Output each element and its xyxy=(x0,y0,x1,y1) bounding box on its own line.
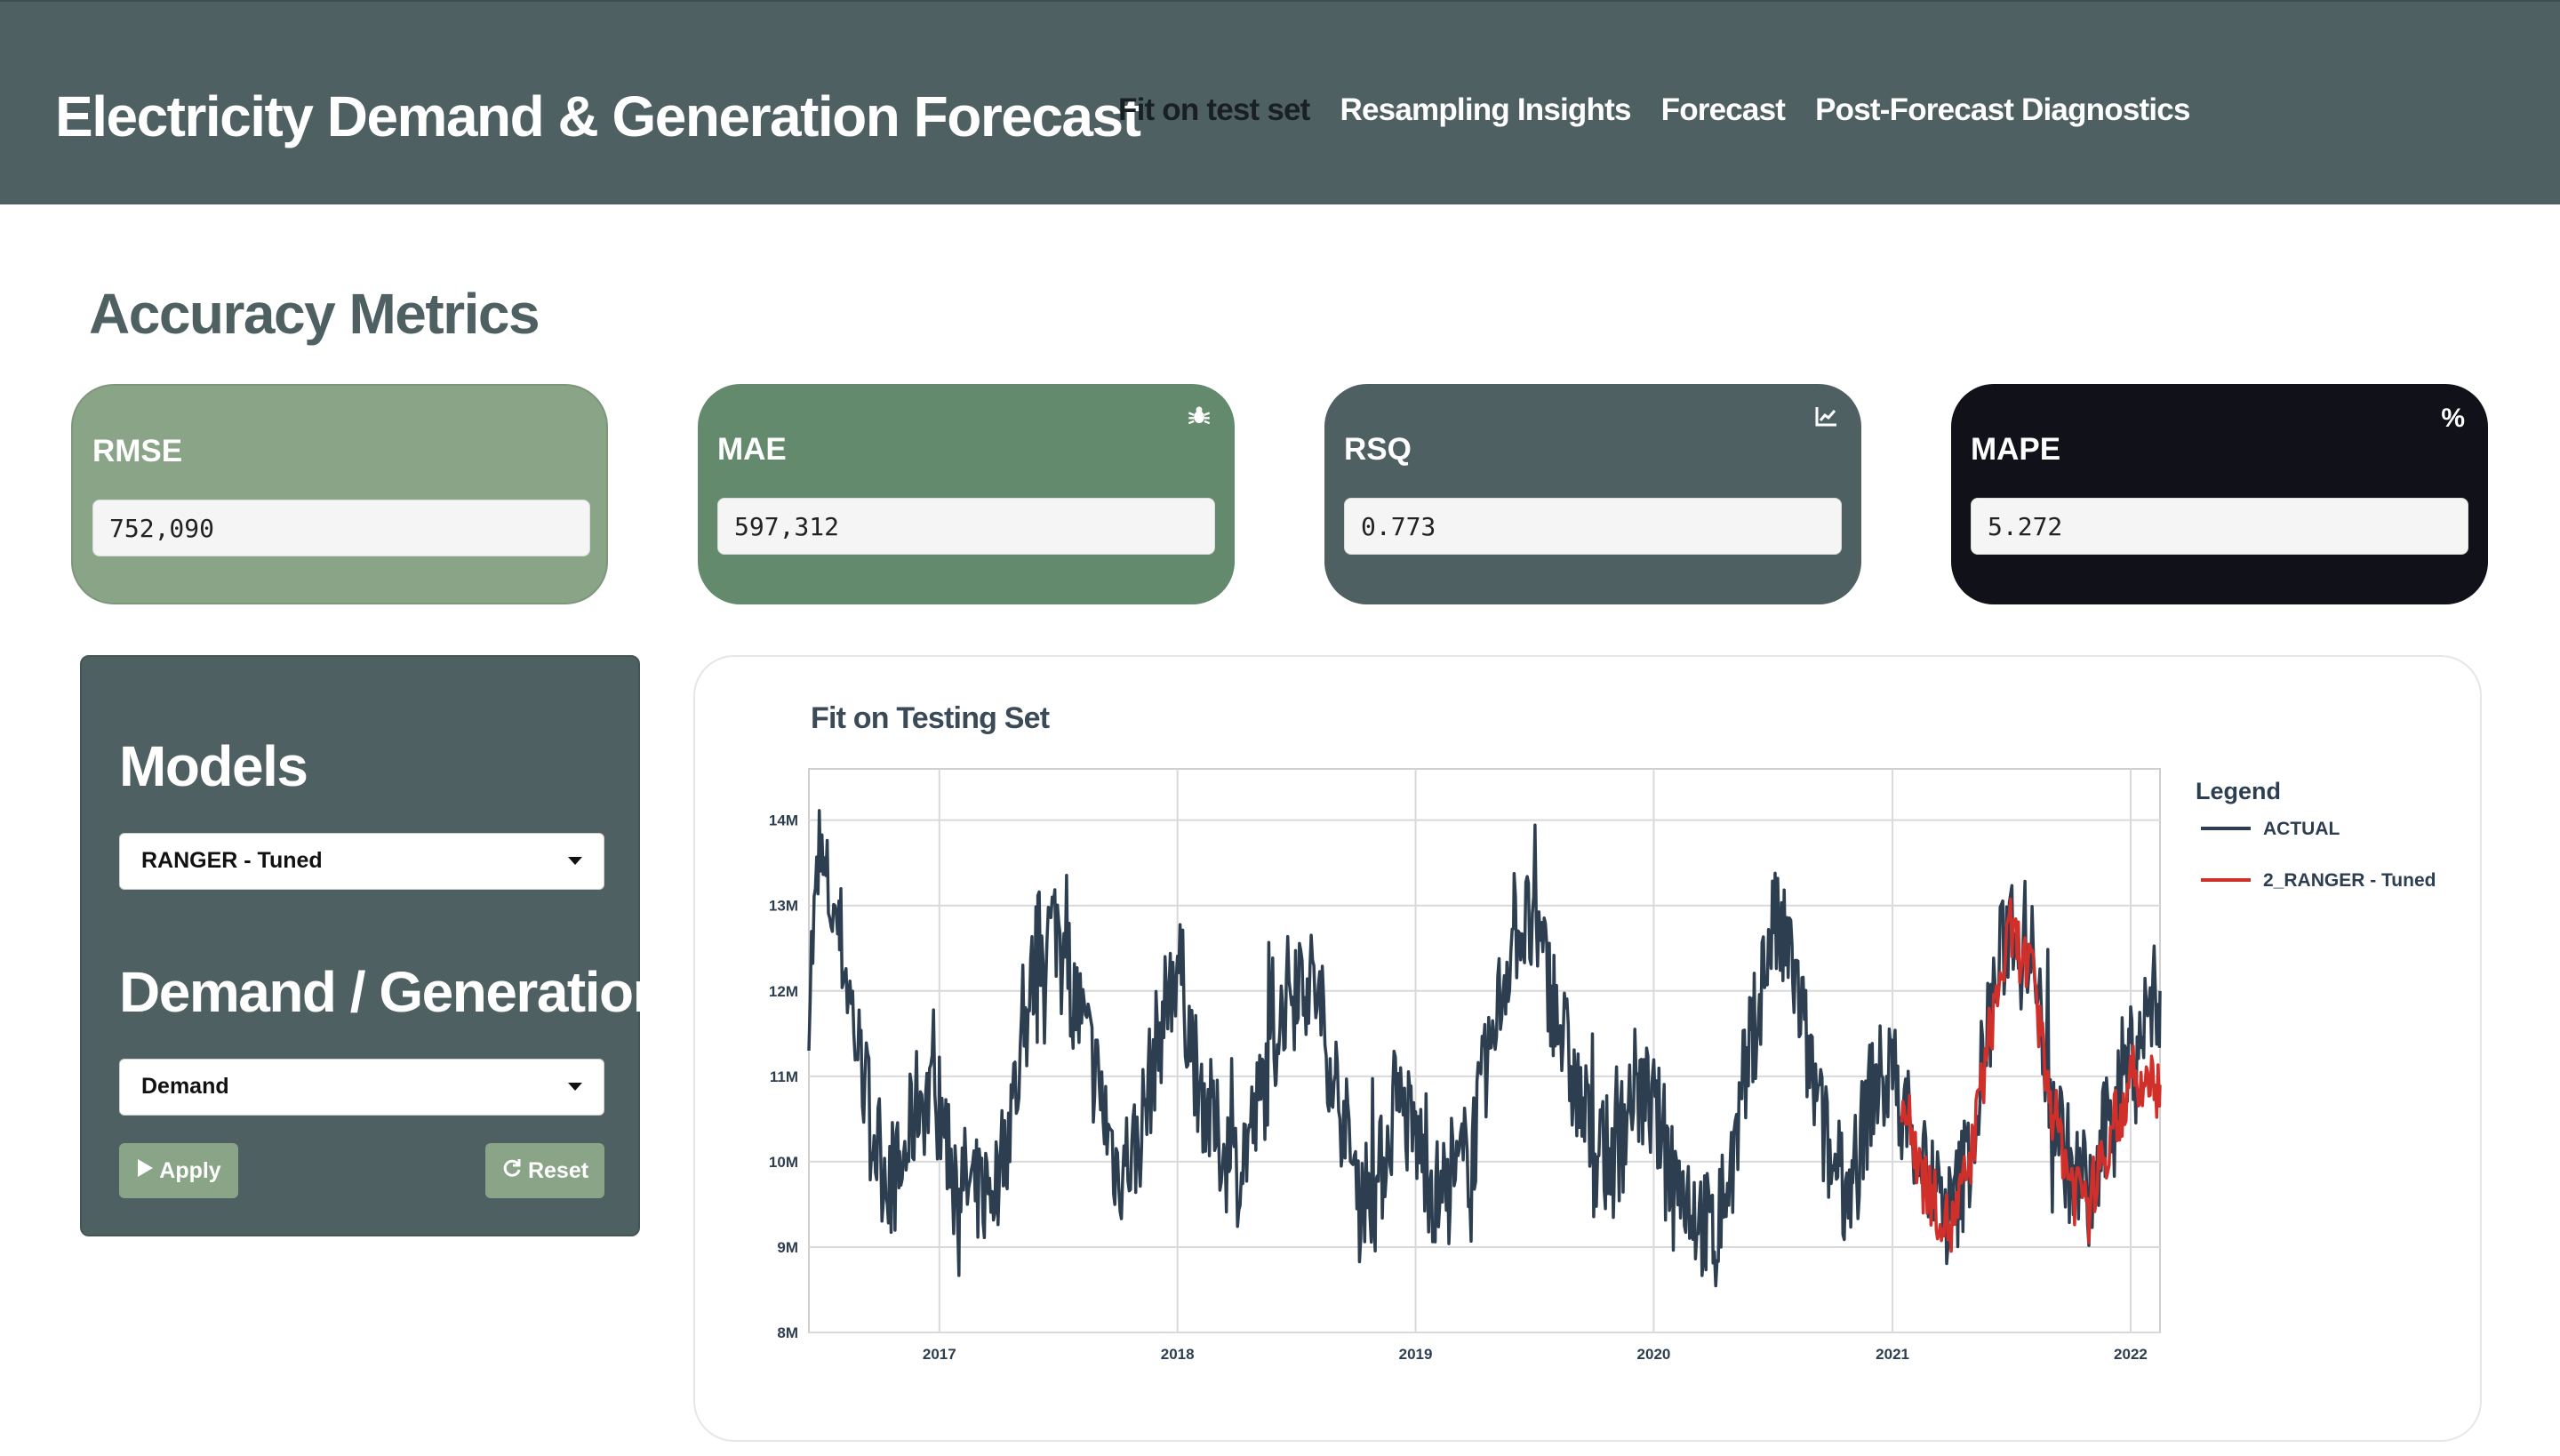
x-tick-label: 2022 xyxy=(2114,1346,2148,1363)
filter-sidebar: Models RANGER - Tuned Demand / Generatio… xyxy=(80,655,668,1236)
apply-button[interactable]: Apply xyxy=(119,1143,238,1198)
mape-value: 5.272 xyxy=(1988,512,2063,541)
legend-label: 2_RANGER - Tuned xyxy=(2263,870,2436,891)
navbar: Electricity Demand & Generation Forecast… xyxy=(0,0,2560,204)
y-tick-label: 9M xyxy=(777,1239,798,1256)
y-tick-label: 14M xyxy=(769,812,798,829)
y-tick-label: 8M xyxy=(777,1324,798,1341)
chevron-down-icon xyxy=(568,1083,582,1091)
tab-resampling-insights[interactable]: Resampling Insights xyxy=(1340,92,1632,127)
y-tick-label: 12M xyxy=(769,983,798,1000)
rsq-card: RSQ 0.773 xyxy=(1324,384,1861,604)
mae-card: MAE 597,312 xyxy=(698,384,1235,604)
y-tick-label: 13M xyxy=(769,898,798,915)
rmse-value-box: 752,090 xyxy=(92,500,590,556)
rsq-label: RSQ xyxy=(1344,432,1412,467)
rmse-label: RMSE xyxy=(92,434,183,468)
tab-fit-on-test-set[interactable]: Fit on test set xyxy=(1118,92,1310,127)
app-title: Electricity Demand & Generation Forecast xyxy=(55,84,1141,148)
rsq-value-box: 0.773 xyxy=(1344,498,1842,555)
mape-label: MAPE xyxy=(1971,432,2061,467)
nav-tabs: Fit on test set Resampling Insights Fore… xyxy=(1118,92,2190,128)
legend-label: ACTUAL xyxy=(2263,819,2340,839)
percent-icon: % xyxy=(2441,404,2465,433)
tab-forecast[interactable]: Forecast xyxy=(1660,92,1786,127)
demand-generation-select-value: Demand xyxy=(141,1074,229,1099)
model-select-value: RANGER - Tuned xyxy=(141,848,323,873)
y-tick-label: 11M xyxy=(770,1068,798,1085)
chart-card: Fit on Testing Set 8M 9M 10M 11M 12M 13M 14M 20… xyxy=(693,655,2482,1442)
fit-on-testing-set-chart: 8M 9M 10M 11M 12M 13M 14M 2017 2018 2019 2020 2021 2… xyxy=(769,768,2436,1363)
x-tick-label: 2019 xyxy=(1399,1346,1433,1363)
mae-label: MAE xyxy=(717,432,787,467)
chevron-down-icon xyxy=(568,857,582,865)
reset-button-label: Reset xyxy=(527,1157,589,1183)
x-tick-label: 2017 xyxy=(923,1346,956,1363)
reset-button[interactable]: Reset xyxy=(485,1143,604,1198)
apply-button-label: Apply xyxy=(159,1157,221,1183)
demand-generation-heading: Demand / Generation xyxy=(119,960,668,1024)
model-select[interactable]: RANGER - Tuned xyxy=(119,833,604,890)
legend-title: Legend xyxy=(2196,778,2281,804)
chart-title: Fit on Testing Set xyxy=(811,701,1050,735)
demand-generation-select[interactable]: Demand xyxy=(119,1059,604,1116)
series-line-2-ranger-tuned xyxy=(1900,897,2162,1253)
x-tick-label: 2021 xyxy=(1876,1346,1909,1363)
play-icon xyxy=(136,1158,154,1184)
mae-value: 597,312 xyxy=(734,512,840,541)
rmse-value: 752,090 xyxy=(109,514,215,543)
accuracy-metrics-title: Accuracy Metrics xyxy=(89,282,540,346)
rsq-value: 0.773 xyxy=(1361,512,1436,541)
tab-post-forecast-diagnostics[interactable]: Post-Forecast Diagnostics xyxy=(1815,92,2190,127)
mae-value-box: 597,312 xyxy=(717,498,1215,555)
refresh-icon xyxy=(501,1157,523,1185)
x-tick-label: 2018 xyxy=(1161,1346,1195,1363)
rmse-card: RMSE 752,090 xyxy=(71,384,608,604)
chart-line-icon xyxy=(1815,404,1838,434)
x-tick-label: 2020 xyxy=(1637,1346,1671,1363)
bug-icon xyxy=(1187,404,1212,436)
mape-value-box: 5.272 xyxy=(1971,498,2468,555)
y-tick-label: 10M xyxy=(769,1154,798,1171)
mape-card: % MAPE 5.272 xyxy=(1951,384,2488,604)
models-heading: Models xyxy=(119,734,308,798)
